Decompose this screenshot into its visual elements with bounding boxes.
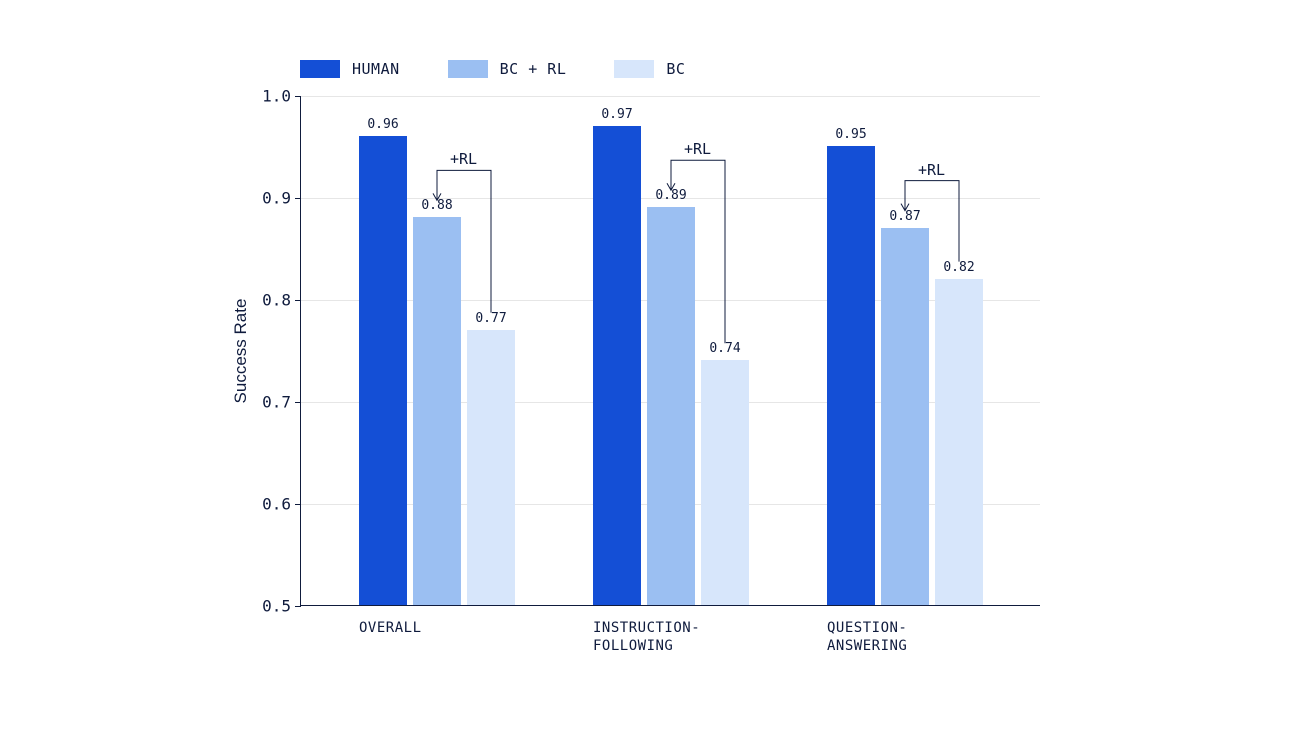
bar: 0.88 [413, 217, 461, 605]
bar-group: 0.950.870.82 [827, 96, 983, 605]
bar: 0.95 [827, 146, 875, 605]
legend-label: HUMAN [352, 60, 400, 78]
legend: HUMAN BC + RL BC [300, 60, 1080, 78]
bar-value-label: 0.82 [943, 260, 974, 279]
rl-annotation: +RL [918, 161, 945, 179]
bar-group: 0.970.890.74 [593, 96, 749, 605]
legend-swatch [448, 60, 488, 78]
bar-value-label: 0.88 [421, 198, 452, 217]
y-axis-label: Success Rate [231, 298, 251, 403]
legend-item-bcrl: BC + RL [448, 60, 567, 78]
legend-item-human: HUMAN [300, 60, 400, 78]
category-label: INSTRUCTION- FOLLOWING [593, 605, 749, 655]
rl-annotation: +RL [450, 150, 477, 168]
category-label: QUESTION- ANSWERING [827, 605, 983, 655]
bar: 0.87 [881, 228, 929, 605]
bar: 0.77 [467, 330, 515, 605]
ytick-label: 0.8 [262, 291, 301, 310]
bar-value-label: 0.96 [367, 117, 398, 136]
bar-group: 0.960.880.77 [359, 96, 515, 605]
legend-swatch [300, 60, 340, 78]
category-label: OVERALL [359, 605, 515, 637]
success-rate-chart: HUMAN BC + RL BC Success Rate 0.50.60.70… [220, 60, 1080, 690]
rl-annotation: +RL [684, 140, 711, 158]
bar: 0.82 [935, 279, 983, 605]
bar-value-label: 0.77 [475, 311, 506, 330]
ytick-label: 1.0 [262, 87, 301, 106]
ytick-label: 0.5 [262, 597, 301, 616]
legend-item-bc: BC [614, 60, 685, 78]
bar: 0.89 [647, 207, 695, 605]
ytick-label: 0.6 [262, 495, 301, 514]
plot-area: Success Rate 0.50.60.70.80.91.00.960.880… [300, 96, 1040, 606]
bar-value-label: 0.89 [655, 188, 686, 207]
bar: 0.96 [359, 136, 407, 605]
bar-value-label: 0.95 [835, 127, 866, 146]
legend-label: BC [666, 60, 685, 78]
legend-swatch [614, 60, 654, 78]
legend-label: BC + RL [500, 60, 567, 78]
bar: 0.97 [593, 126, 641, 605]
bar-value-label: 0.74 [709, 341, 740, 360]
bar: 0.74 [701, 360, 749, 605]
bar-value-label: 0.97 [601, 107, 632, 126]
ytick-label: 0.7 [262, 393, 301, 412]
ytick-label: 0.9 [262, 189, 301, 208]
bar-value-label: 0.87 [889, 209, 920, 228]
